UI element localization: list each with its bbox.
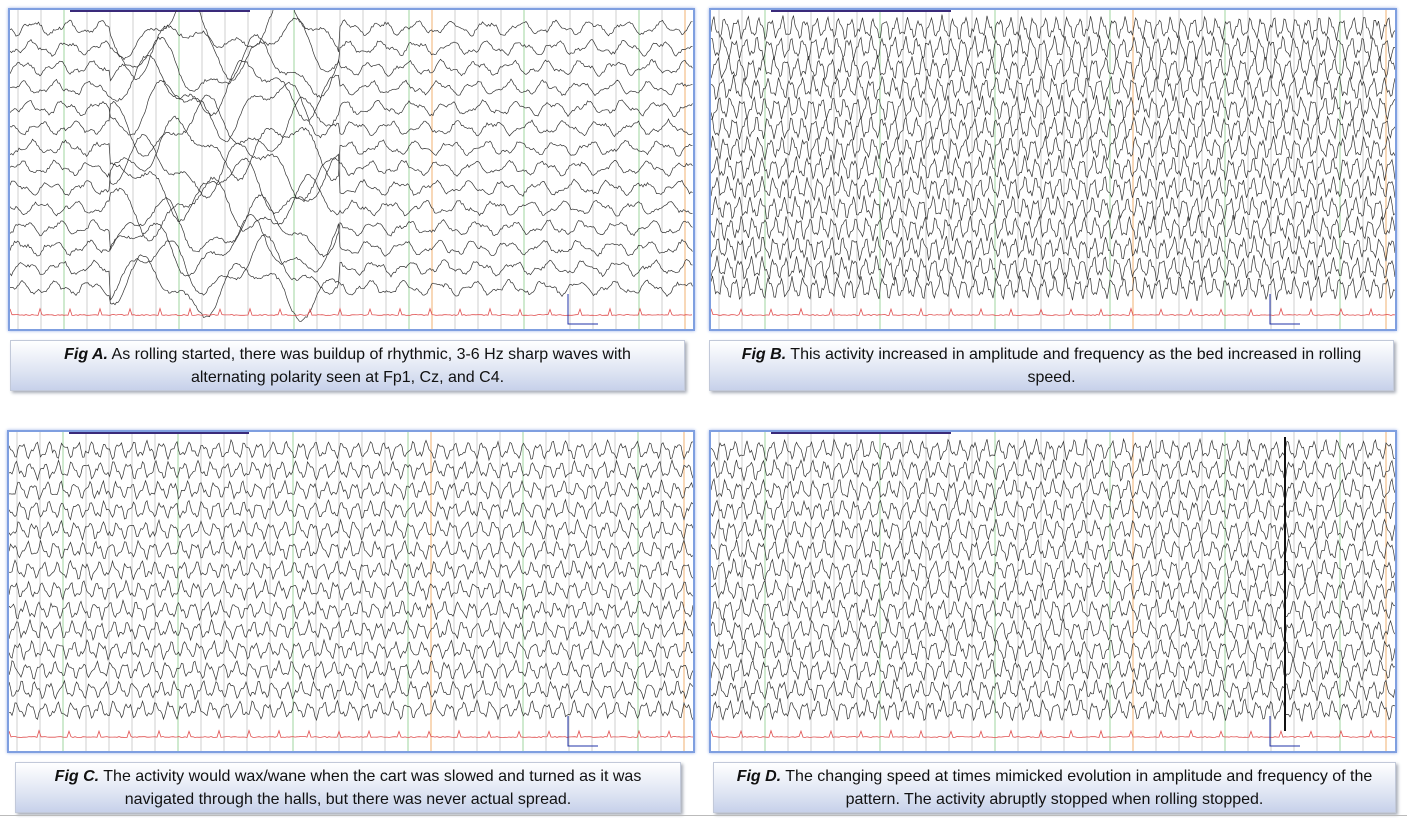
eeg-panel [709,8,1397,331]
eeg-trace [711,618,1395,643]
eeg-trace [711,194,1395,221]
caption-text: The activity would wax/wane when the car… [103,768,642,808]
eeg-trace [711,134,1395,162]
eeg-trace [9,438,693,462]
eeg-trace [10,80,693,143]
ecg-trace [9,729,693,739]
scale-bar [1269,294,1300,325]
eeg-trace [9,559,693,581]
eeg-trace [10,134,693,203]
eeg-trace [711,498,1395,523]
eeg-trace [711,34,1395,62]
caption-text: This activity increased in amplitude and… [790,346,1362,386]
eeg-trace [711,477,1395,502]
eeg-trace [711,55,1395,82]
eeg-trace [10,174,693,242]
ecg-trace [10,307,693,316]
eeg-panel [8,8,695,331]
caption-text: The changing speed at times mimicked evo… [785,768,1373,808]
eeg-trace [711,154,1395,182]
caption: Fig C. The activity would wax/wane when … [15,762,681,813]
eeg-trace [10,233,693,302]
eeg-trace [711,214,1395,242]
eeg-trace [9,638,693,661]
eeg-trace [10,34,693,99]
caption: Fig B. This activity increased in amplit… [709,340,1394,391]
eeg-trace [9,679,693,702]
eeg-trace [10,115,693,182]
caption-label: Fig D. [736,768,782,785]
caption-label: Fig B. [741,346,787,363]
caption-text: As rolling started, there was buildup of… [111,346,631,386]
eeg-trace [711,95,1395,122]
eeg-trace [711,14,1395,42]
ecg-trace [711,729,1395,738]
eeg-trace [711,557,1395,583]
eeg-trace-area [10,10,693,329]
eeg-trace [10,17,693,81]
eeg-trace [10,214,693,277]
eeg-trace [9,658,693,682]
eeg-trace [9,698,693,722]
eeg-trace [10,254,693,322]
eeg-trace [711,255,1395,282]
eeg-trace [9,618,693,642]
eeg-trace [10,94,693,157]
eeg-trace [711,597,1395,622]
eeg-trace [711,75,1395,101]
eeg-trace [10,55,693,122]
eeg-trace [711,174,1395,202]
eeg-trace [711,537,1395,562]
eeg-trace [9,498,693,521]
eeg-trace [711,458,1395,482]
eeg-trace [9,479,693,501]
eeg-trace [711,658,1395,683]
eeg-trace [10,10,693,61]
eeg-trace [9,518,693,542]
eeg-trace-area [711,432,1395,751]
caption: Fig D. The changing speed at times mimic… [713,762,1396,813]
eeg-trace [711,115,1395,141]
eeg-trace [9,458,693,482]
eeg-trace-area [711,10,1395,329]
ecg-trace [711,307,1395,316]
eeg-trace [711,678,1395,703]
eeg-trace [9,578,693,602]
eeg-trace [711,577,1395,602]
caption-label: Fig A. [64,346,108,363]
eeg-trace [711,698,1395,723]
eeg-trace [711,637,1395,663]
eeg-trace [711,234,1395,262]
caption-label: Fig C. [54,768,100,785]
eeg-trace-area [9,432,693,751]
eeg-trace [10,153,693,223]
caption: Fig A. As rolling started, there was bui… [10,340,685,391]
eeg-trace [711,437,1395,463]
scale-bar [567,716,598,747]
bottom-rule [0,815,1407,816]
eeg-trace [711,275,1395,302]
eeg-panel [7,430,695,753]
eeg-trace [9,598,693,622]
eeg-trace [10,193,693,258]
eeg-trace [9,538,693,561]
scale-bar [1269,716,1300,747]
eeg-trace [711,517,1395,543]
eeg-panel [709,430,1397,753]
scale-bar [567,294,598,325]
